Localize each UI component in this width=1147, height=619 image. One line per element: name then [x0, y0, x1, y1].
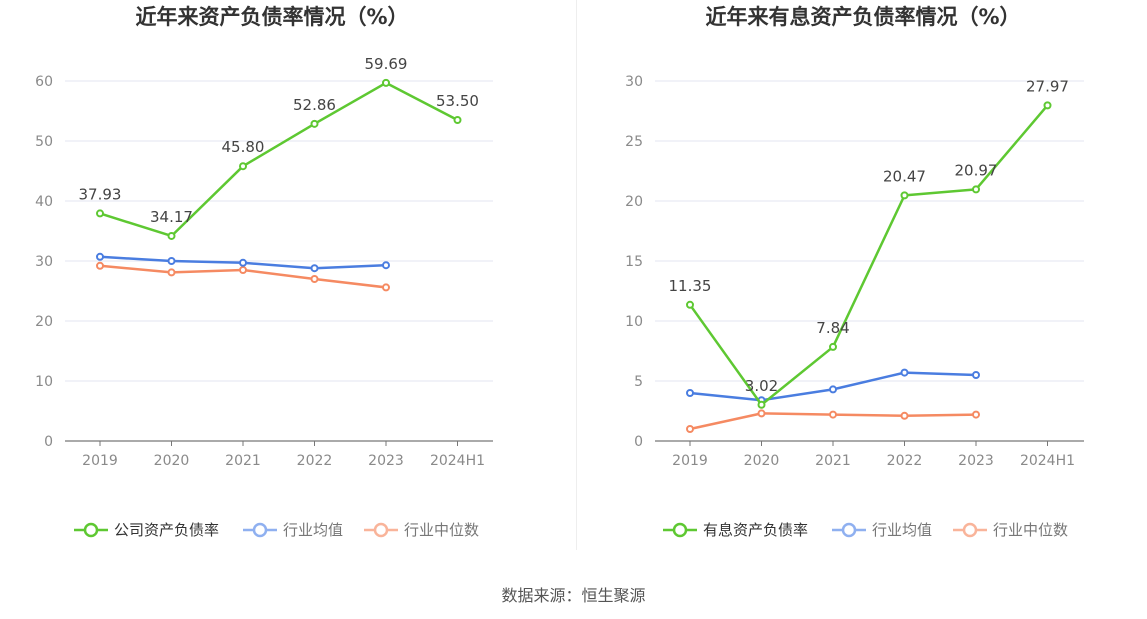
data-label: 20.47 — [883, 167, 926, 185]
series-line — [688, 104, 1049, 407]
chart-debt-ratio-svg: 近年来资产负债率情况（%） 0 10 20 30 40 50 60 2019 2020 2021 20… — [35, 5, 493, 539]
chart-title: 近年来有息资产负债率情况（%） — [705, 5, 1020, 29]
legend-label: 有息资产负债率 — [703, 521, 808, 539]
data-label: 53.50 — [436, 92, 479, 110]
data-point — [686, 300, 694, 309]
chart-debt-ratio: 近年来资产负债率情况（%） 0 10 20 30 40 50 60 2019 2020 2021 20… — [0, 0, 570, 560]
legend-label: 行业中位数 — [993, 521, 1068, 539]
data-point — [96, 252, 104, 261]
legend-label: 公司资产负债率 — [114, 521, 219, 539]
legend-marker-icon — [252, 522, 268, 538]
data-point — [167, 231, 176, 240]
data-label: 52.86 — [293, 96, 336, 114]
series-line — [99, 81, 459, 238]
data-label: 59.69 — [365, 55, 408, 73]
legend-marker-icon — [373, 522, 389, 538]
x-tick-label: 2020 — [154, 453, 190, 469]
data-point — [239, 258, 247, 267]
y-tick-label: 0 — [44, 434, 53, 450]
data-point — [96, 209, 104, 218]
data-point — [310, 119, 319, 128]
y-tick-label: 60 — [35, 74, 53, 90]
data-point — [900, 411, 909, 420]
data-point — [453, 116, 462, 124]
data-point — [900, 191, 909, 200]
y-tick-label: 10 — [35, 374, 53, 390]
data-point — [239, 162, 247, 171]
data-point — [972, 410, 980, 419]
legend-marker-icon — [83, 522, 99, 538]
data-label: 20.97 — [955, 161, 998, 179]
data-label: 27.97 — [1026, 77, 1069, 95]
data-point — [972, 185, 980, 194]
x-tick-label: 2019 — [82, 453, 118, 469]
x-tick-label: 2024H1 — [1020, 453, 1075, 469]
legend-marker-icon — [672, 522, 688, 538]
legend-label: 行业中位数 — [404, 521, 479, 539]
data-point — [167, 268, 176, 277]
x-tick-label: 2022 — [297, 453, 333, 469]
y-tick-label: 15 — [625, 254, 643, 270]
y-tick-label: 5 — [634, 374, 643, 390]
legend-item: 公司资产负债率 — [74, 521, 219, 539]
data-label: 34.17 — [150, 208, 193, 226]
data-point — [310, 264, 319, 273]
x-tick-label: 2023 — [958, 453, 994, 469]
data-label: 11.35 — [669, 277, 712, 295]
data-point — [900, 368, 909, 377]
data-point — [239, 266, 247, 274]
data-label: 7.84 — [816, 319, 849, 337]
y-tick-label: 25 — [625, 134, 643, 150]
y-tick-label: 0 — [634, 434, 643, 450]
chart-interest-bearing-debt-ratio: 近年来有息资产负债率情况（%） 0 5 10 15 20 25 30 2019 2020 2021 2… — [577, 0, 1147, 560]
y-tick-label: 30 — [625, 74, 643, 90]
x-tick-label: 2019 — [672, 453, 708, 469]
x-tick-label: 2020 — [744, 453, 780, 469]
legend-label: 行业均值 — [283, 521, 343, 539]
legend-item: 行业均值 — [243, 521, 343, 539]
data-source: 数据来源：恒生聚源 — [501, 586, 646, 605]
legend-label: 行业均值 — [872, 521, 932, 539]
data-point — [310, 275, 319, 283]
y-tick-label: 20 — [625, 194, 643, 210]
data-point — [829, 342, 837, 351]
x-tick-label: 2021 — [225, 453, 261, 469]
data-point — [972, 371, 980, 379]
x-tick-label: 2022 — [887, 453, 923, 469]
legend-item: 有息资产负债率 — [663, 521, 808, 539]
legend-marker-icon — [962, 522, 978, 538]
data-point — [382, 283, 390, 292]
legend-marker-icon — [841, 522, 857, 538]
data-point — [382, 261, 390, 270]
data-point — [829, 385, 837, 394]
data-label: 3.02 — [745, 377, 778, 395]
legend-item: 行业均值 — [832, 521, 932, 539]
data-label: 37.93 — [79, 185, 122, 203]
y-tick-label: 40 — [35, 194, 53, 210]
data-label: 45.80 — [222, 138, 265, 156]
chart-title: 近年来资产负债率情况（%） — [135, 5, 408, 29]
data-point — [686, 389, 694, 397]
x-tick-label: 2024H1 — [430, 453, 485, 469]
x-tick-label: 2023 — [368, 453, 404, 469]
panel-divider — [576, 0, 577, 550]
x-tick-label: 2021 — [815, 453, 851, 469]
data-point — [167, 257, 176, 265]
y-tick-label: 50 — [35, 134, 53, 150]
data-point — [757, 400, 766, 409]
legend-item: 行业中位数 — [953, 521, 1068, 539]
y-tick-label: 20 — [35, 314, 53, 330]
data-point — [382, 78, 390, 87]
legend-item: 行业中位数 — [364, 521, 479, 539]
data-point — [686, 425, 694, 433]
chart-interest-bearing-debt-ratio-svg: 近年来有息资产负债率情况（%） 0 5 10 15 20 25 30 2019 2020 2021 2… — [625, 5, 1084, 539]
data-point — [96, 261, 104, 270]
y-tick-label: 30 — [35, 254, 53, 270]
data-point — [757, 409, 766, 418]
data-point — [829, 410, 837, 419]
data-point — [1043, 101, 1052, 110]
y-tick-label: 10 — [625, 314, 643, 330]
